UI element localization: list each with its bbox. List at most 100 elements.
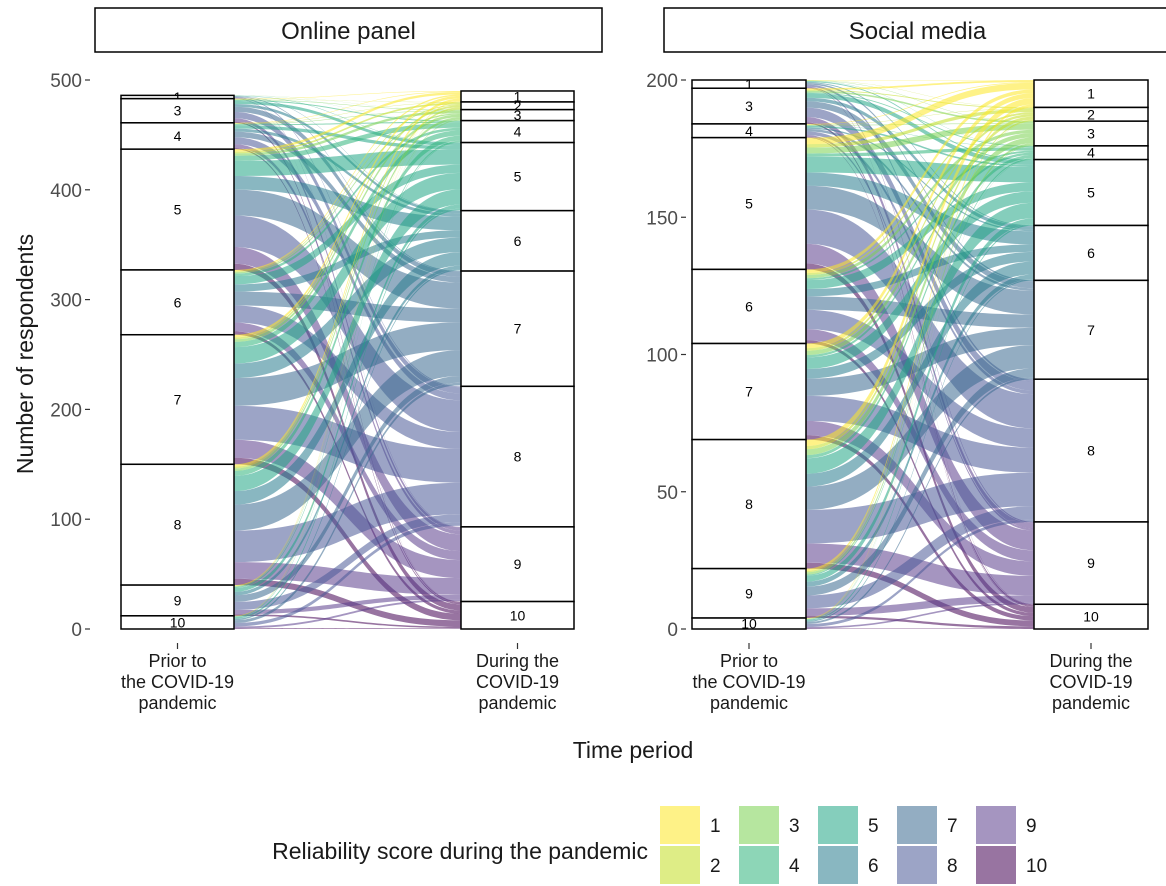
flow-6-to-1: [806, 89, 1034, 274]
before-stratum: [120, 122, 235, 150]
legend-swatch-3: [739, 806, 779, 844]
flow-8-to-8: [234, 482, 461, 563]
y-tick-label: 0: [667, 620, 678, 641]
flow-5-to-3: [806, 123, 1034, 154]
flow-8-to-9: [806, 543, 1034, 596]
flow-4-to-8: [806, 131, 1034, 395]
flow-1-to-3: [806, 80, 1034, 122]
flow-3-to-3: [234, 99, 461, 111]
after-stratum-label: 10: [510, 607, 526, 623]
flow-8-to-3: [234, 117, 461, 471]
flow-10-to-4: [806, 159, 1034, 620]
flow-6-to-2: [806, 112, 1034, 275]
flow-7-to-5: [806, 191, 1034, 369]
flow-9-to-2: [234, 108, 461, 587]
flow-5-to-4: [806, 147, 1034, 157]
flow-6-to-10: [234, 331, 461, 614]
flow-7-to-10: [806, 435, 1034, 621]
flow-10-to-1: [234, 101, 461, 617]
flow-8-to-8: [806, 472, 1034, 544]
after-stratum: [460, 270, 575, 388]
y-tick-label: 300: [50, 291, 82, 312]
flow-9-to-6: [806, 274, 1034, 587]
flow-7-to-2: [234, 105, 461, 340]
flow-10-to-2: [234, 109, 461, 617]
legend-swatch-1: [660, 806, 700, 844]
legend-swatch-2: [660, 846, 700, 884]
x-tick-label: During the COVID-19 pandemic: [476, 651, 559, 713]
legend-label-7: 7: [947, 816, 958, 837]
flow-5-to-8: [234, 215, 461, 432]
after-stratum: [1033, 521, 1149, 606]
flow-8-to-2: [234, 107, 461, 469]
before-stratum-label: 4: [745, 123, 753, 139]
before-stratum-label: 8: [745, 496, 753, 512]
flow-9-to-3: [806, 143, 1034, 575]
flow-8-to-4: [806, 154, 1034, 459]
flow-8-to-2: [806, 116, 1034, 450]
flow-7-to-2: [806, 114, 1034, 351]
flow-10-to-2: [806, 120, 1034, 619]
flow-1-to-2: [234, 95, 461, 103]
flow-7-to-1: [806, 93, 1034, 349]
after-stratum-label: 6: [1087, 245, 1095, 261]
after-stratum-label: 1: [514, 88, 522, 104]
flow-7-to-1: [234, 95, 461, 338]
flow-1-to-1: [234, 90, 461, 96]
flow-7-to-3: [234, 114, 461, 342]
flow-8-to-6: [806, 261, 1034, 487]
before-stratum-label: 4: [174, 128, 182, 144]
flow-1-to-10: [234, 98, 461, 602]
legend-swatch-9: [976, 806, 1016, 844]
flow-3-to-4: [806, 92, 1034, 147]
legend-label-5: 5: [868, 816, 879, 837]
before-stratum: [691, 438, 807, 570]
flow-10-to-8: [806, 519, 1034, 627]
flow-5-to-6: [806, 172, 1034, 245]
flow-10-to-5: [806, 224, 1034, 621]
flow-10-to-5: [234, 208, 461, 619]
before-stratum-label: 3: [174, 103, 182, 119]
flow-9-to-10: [806, 615, 1034, 629]
before-stratum-label: 6: [174, 294, 182, 310]
flow-5-to-4: [234, 122, 461, 161]
flow-10-to-9: [234, 599, 461, 629]
flow-5-to-1: [234, 92, 461, 152]
before-stratum: [120, 269, 235, 336]
flow-5-to-3: [234, 110, 461, 156]
flow-3-to-1: [806, 80, 1034, 91]
after-stratum: [460, 526, 575, 603]
flow-9-to-4: [234, 140, 461, 589]
x-tick-label: Prior to the COVID-19 pandemic: [121, 651, 234, 713]
flow-4-to-6: [806, 127, 1034, 232]
legend-swatch-5: [818, 806, 858, 844]
flow-10-to-6: [234, 269, 461, 621]
flow-9-to-5: [806, 218, 1034, 582]
flow-9-to-1: [234, 100, 461, 586]
flow-7-to-7: [806, 327, 1034, 396]
after-stratum-label: 2: [514, 98, 522, 114]
legend-label-1: 1: [710, 816, 721, 837]
flow-6-to-2: [234, 104, 461, 273]
after-stratum-label: 6: [514, 233, 522, 249]
flow-6-to-3: [806, 129, 1034, 279]
flow-1-to-5: [806, 81, 1034, 161]
after-stratum-label: 7: [1087, 322, 1095, 338]
flow-6-to-4: [806, 150, 1034, 281]
flow-3-to-1: [234, 91, 461, 100]
flow-10-to-7: [234, 382, 461, 624]
flow-1-to-3: [234, 95, 461, 110]
y-tick-label: 200: [646, 71, 678, 92]
flow-1-to-6: [806, 82, 1034, 227]
flow-8-to-5: [234, 189, 461, 492]
flow-6-to-3: [234, 113, 461, 274]
before-stratum-label: 1: [174, 89, 182, 105]
legend-label-3: 3: [789, 816, 800, 837]
y-tick-label: 400: [50, 181, 82, 202]
after-stratum: [1033, 79, 1149, 109]
after-stratum-label: 1: [1087, 86, 1095, 102]
after-stratum-label: 3: [514, 107, 522, 123]
legend-label-9: 9: [1026, 816, 1037, 837]
after-stratum-label: 3: [1087, 126, 1095, 142]
legend-swatch-7: [897, 806, 937, 844]
